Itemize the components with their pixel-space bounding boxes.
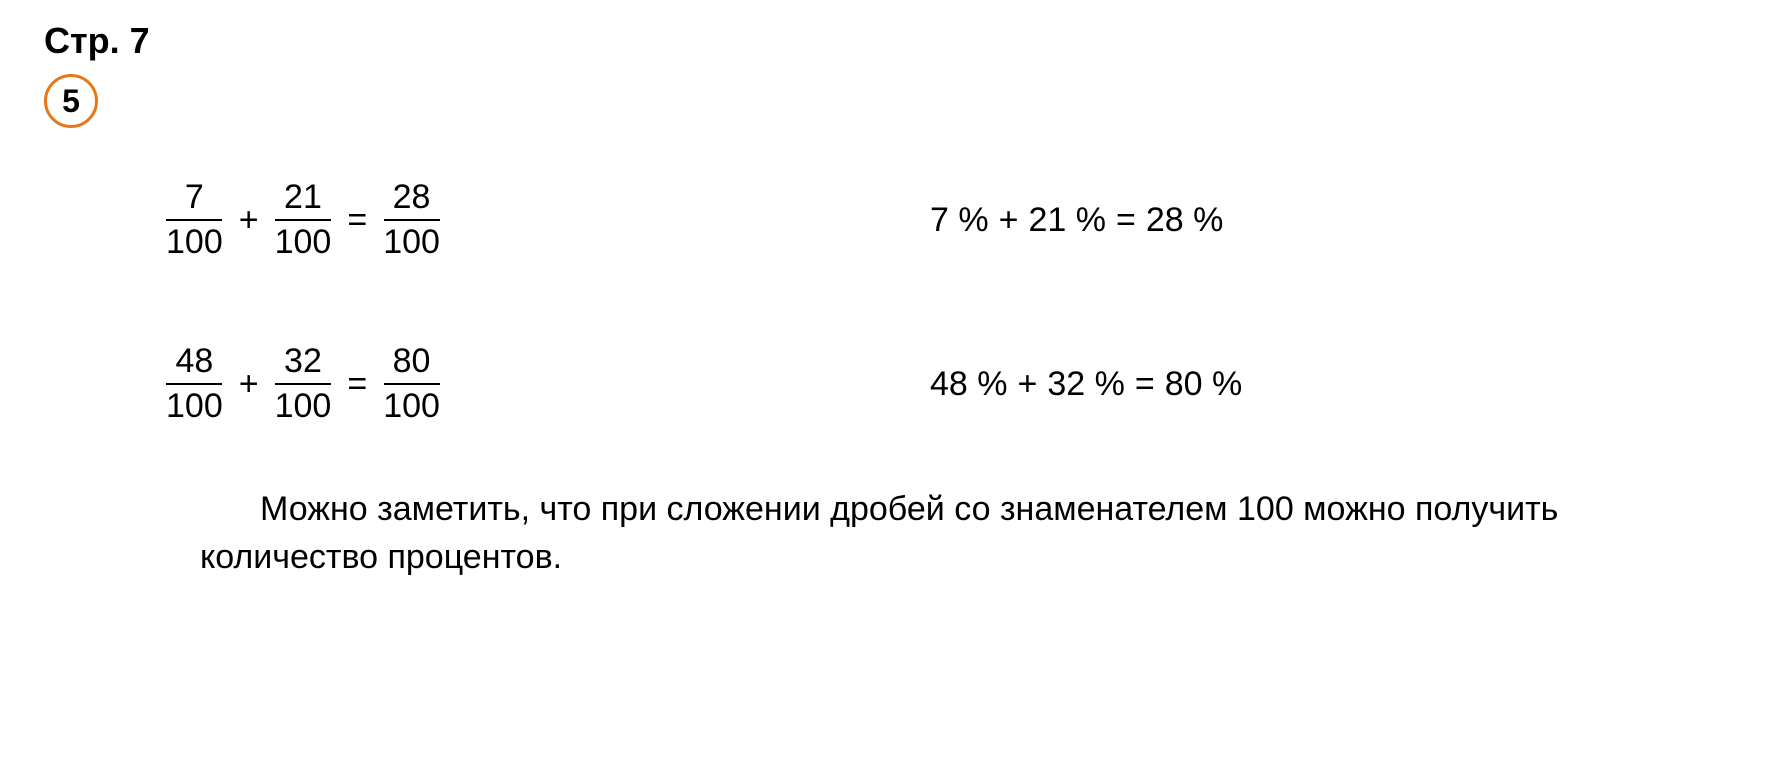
percent-left: 48 %	[930, 365, 1008, 404]
plus-op: +	[1018, 365, 1038, 404]
percent-right: 32 %	[1047, 365, 1125, 404]
plus-op: +	[239, 201, 259, 240]
equals-op: =	[1116, 201, 1136, 240]
numerator: 21	[275, 178, 331, 221]
fraction-2-result: 80 100	[383, 342, 440, 426]
percent-equation-2: 48 % + 32 % = 80 %	[890, 342, 1560, 426]
problem-number-badge: 5	[44, 74, 98, 128]
denominator: 100	[275, 385, 332, 426]
denominator: 100	[383, 221, 440, 262]
numerator: 48	[166, 342, 222, 385]
fraction-1-2: 21 100	[275, 178, 332, 262]
numerator: 32	[275, 342, 331, 385]
fraction-equation-1: 7 100 + 21 100 = 28 100	[160, 178, 830, 262]
numerator: 28	[384, 178, 440, 221]
fraction-1-1: 7 100	[166, 178, 223, 262]
numerator: 80	[384, 342, 440, 385]
plus-op: +	[239, 365, 259, 404]
equals-op: =	[347, 365, 367, 404]
conclusion-text: Можно заметить, что при сложении дробей …	[200, 486, 1600, 581]
denominator: 100	[166, 385, 223, 426]
equals-op: =	[347, 201, 367, 240]
fraction-1-result: 28 100	[383, 178, 440, 262]
fraction-2-2: 32 100	[275, 342, 332, 426]
fraction-equation-2: 48 100 + 32 100 = 80 100	[160, 342, 830, 426]
numerator: 7	[166, 178, 222, 221]
denominator: 100	[166, 221, 223, 262]
percent-equation-1: 7 % + 21 % = 28 %	[890, 178, 1560, 262]
percent-right: 21 %	[1028, 201, 1106, 240]
plus-op: +	[999, 201, 1019, 240]
percent-result: 80 %	[1165, 365, 1243, 404]
denominator: 100	[383, 385, 440, 426]
fraction-2-1: 48 100	[166, 342, 223, 426]
percent-left: 7 %	[930, 201, 989, 240]
page-title: Стр. 7	[44, 20, 1733, 62]
denominator: 100	[275, 221, 332, 262]
percent-result: 28 %	[1146, 201, 1224, 240]
equations-grid: 7 100 + 21 100 = 28 100 7 % + 21 % = 28 …	[160, 178, 1560, 426]
equals-op: =	[1135, 365, 1155, 404]
